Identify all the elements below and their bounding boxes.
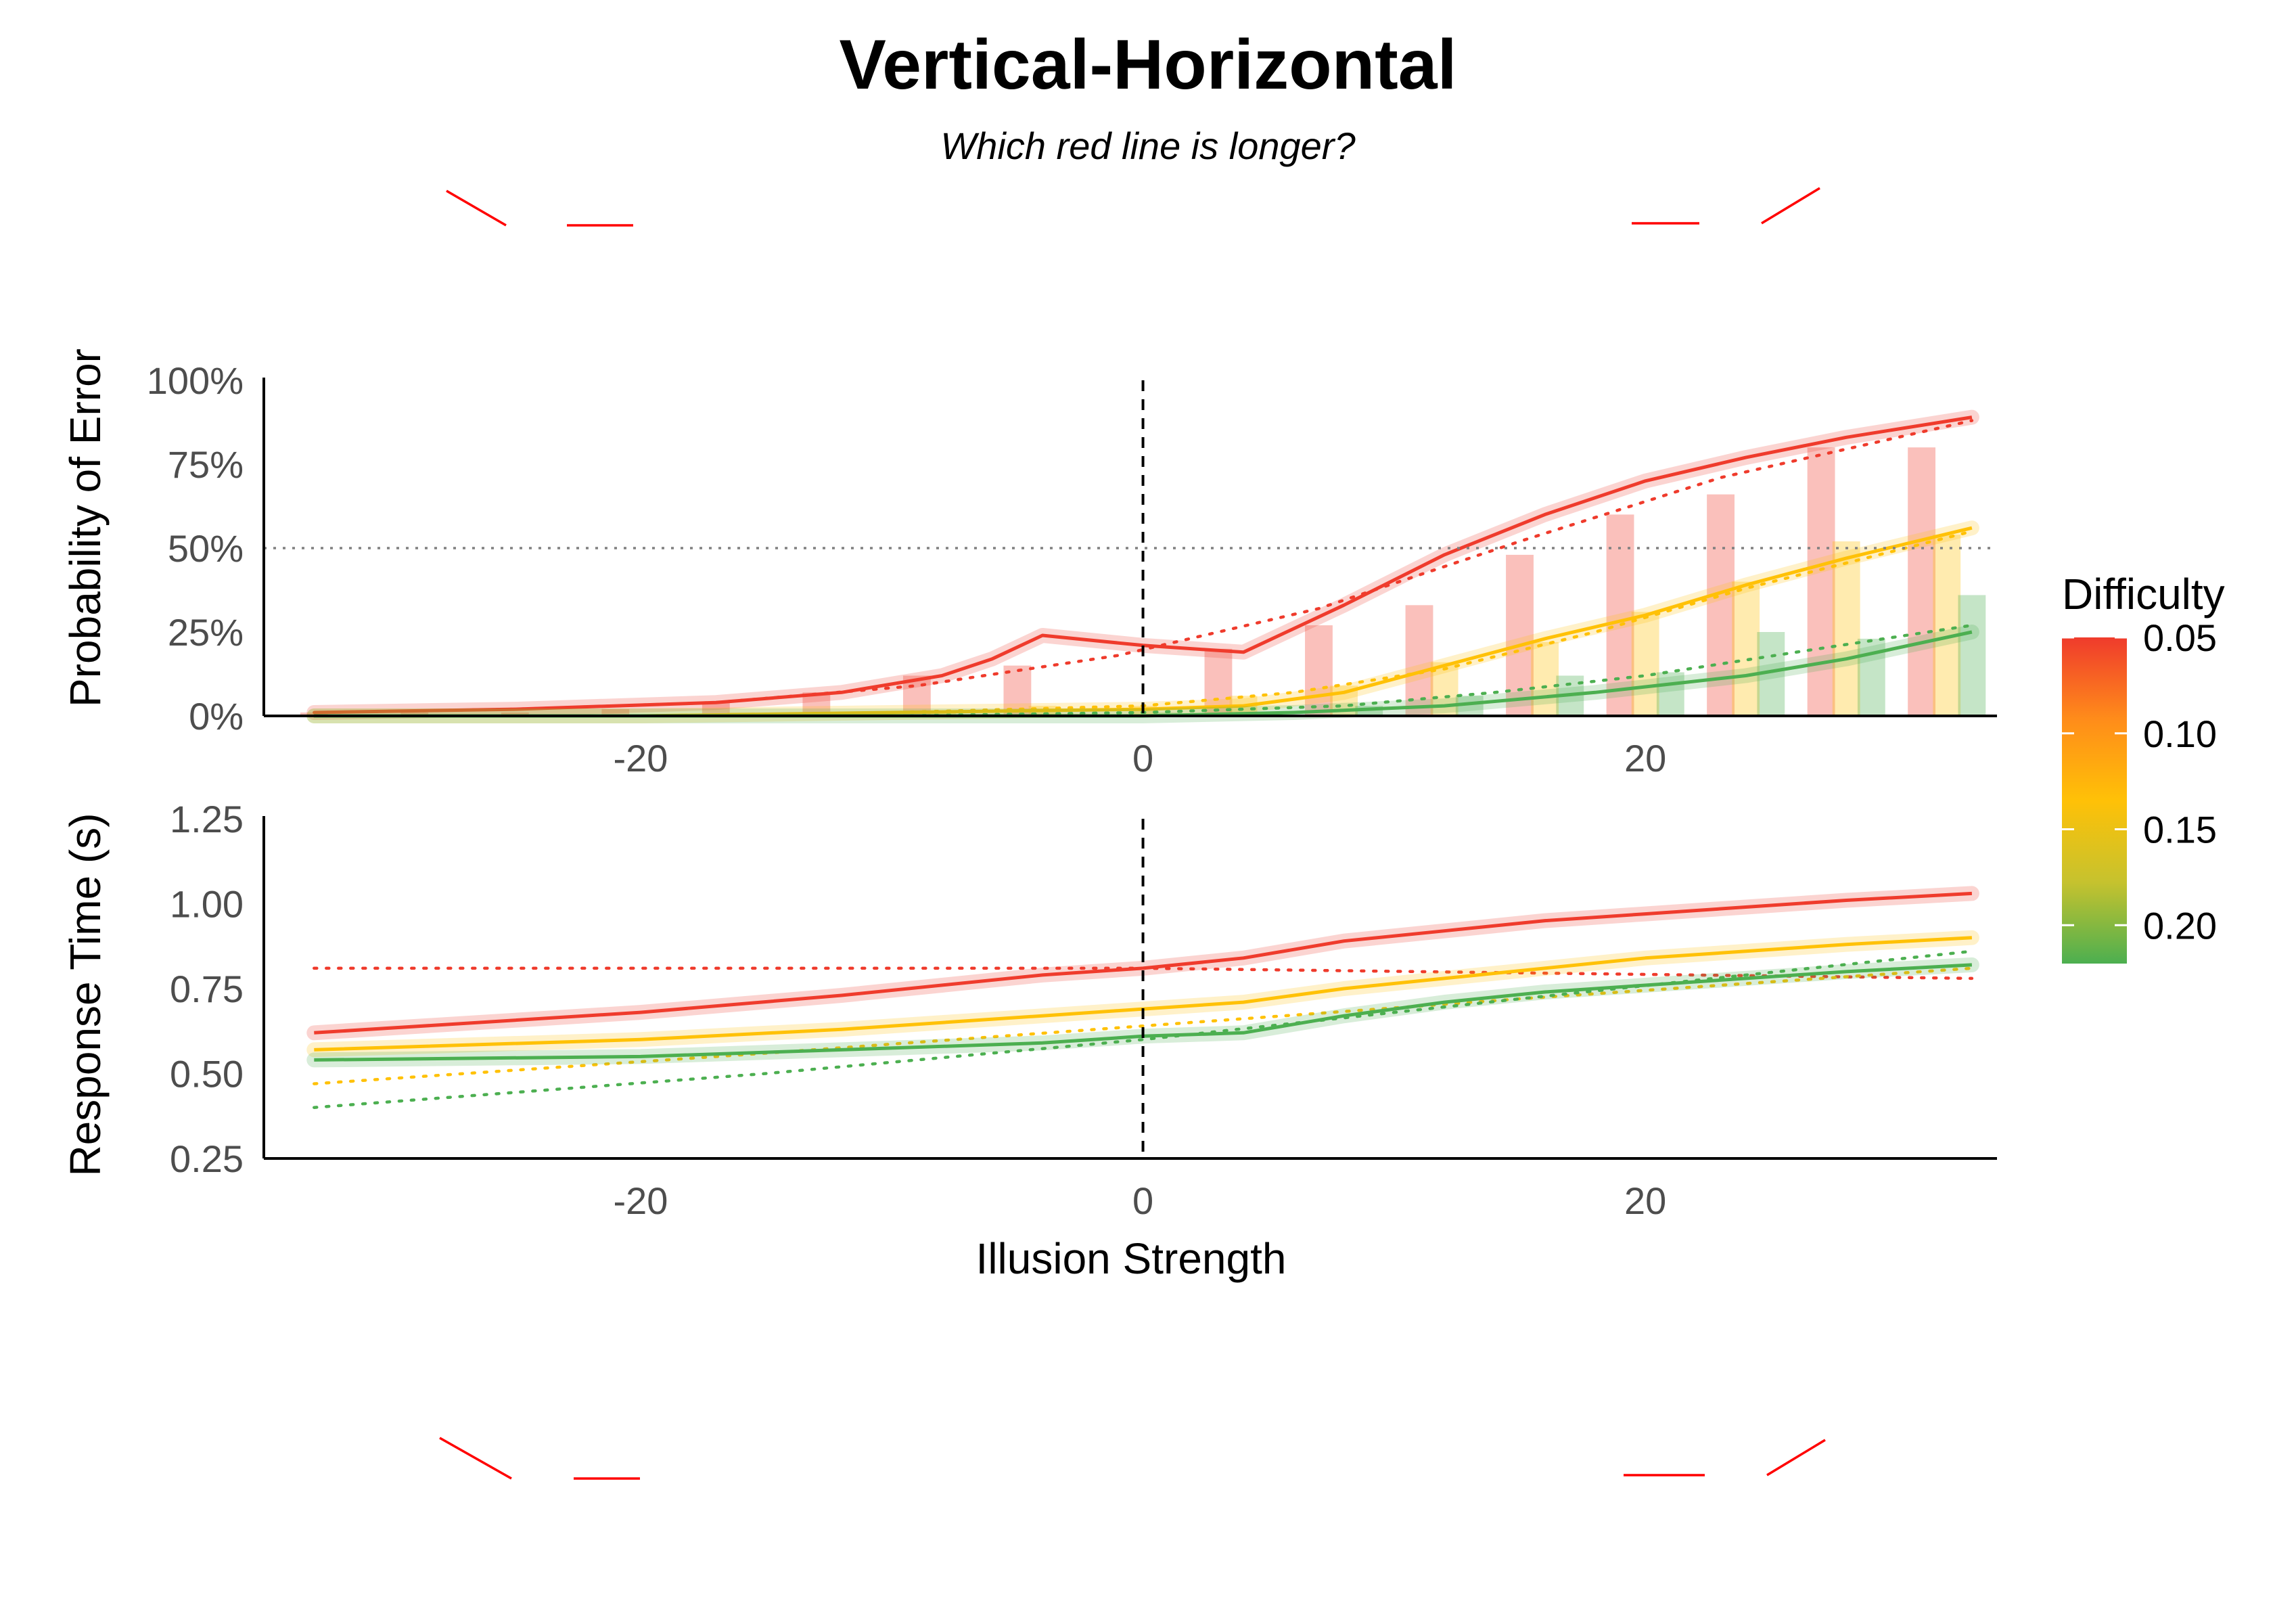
legend-tick-label: 0.15 — [2143, 809, 2217, 851]
illusion-stimulus-bottom — [439, 1437, 1826, 1480]
illusion-oblique-line — [446, 189, 507, 227]
x-tick-label: 0 — [1132, 1179, 1153, 1222]
y-tick-label: 1.00 — [170, 883, 244, 926]
bar — [1958, 595, 1986, 716]
legend-tick-label: 0.20 — [2143, 904, 2217, 947]
bar — [1832, 541, 1860, 716]
bar — [702, 702, 730, 716]
bar — [1531, 641, 1559, 716]
chart-subtitle: Which red line is longer? — [940, 125, 1356, 167]
legend-tick-label: 0.10 — [2143, 713, 2217, 755]
series-line — [314, 963, 1973, 1062]
x-tick-label: 20 — [1624, 737, 1666, 780]
y-axis-title-bottom: Response Time (s) — [61, 813, 110, 1176]
bar — [1807, 447, 1835, 716]
series-line — [314, 936, 1973, 1052]
legend-ticks: 0.05 0.10 0.15 0.20 — [2062, 616, 2217, 947]
series-model-line — [313, 949, 1974, 1109]
bar — [1003, 665, 1032, 716]
bar — [1405, 605, 1433, 716]
panel-error-probability: 0% 25% 50% 75% 100% -20 0 20 — [147, 359, 1997, 780]
bar — [601, 709, 630, 716]
bar — [1656, 672, 1684, 716]
y-tick-label: 0.25 — [170, 1137, 244, 1180]
legend-tick-label: 0.05 — [2143, 616, 2217, 659]
legend-gradient-bar — [2062, 637, 2127, 964]
x-tick-label: -20 — [613, 1179, 668, 1222]
legend-title: Difficulty — [2062, 570, 2225, 618]
y-tick-label: 0.50 — [170, 1053, 244, 1096]
panel-response-time: 0.25 0.50 0.75 1.00 1.25 -20 0 20 — [170, 798, 1997, 1222]
series-model-line — [313, 419, 1974, 715]
x-tick-label: -20 — [613, 737, 668, 780]
illusion-oblique-line — [1766, 1439, 1826, 1476]
x-tick-label: 20 — [1624, 1179, 1666, 1222]
bar — [1732, 581, 1760, 716]
lines-group — [306, 886, 1979, 1109]
illusion-oblique-line — [439, 1437, 512, 1480]
legend: Difficulty 0.05 0.10 0.15 0.20 — [2062, 570, 2225, 964]
y-tick-label: 1.25 — [170, 798, 244, 840]
y-tick-label: 50% — [168, 527, 244, 570]
y-tick-label: 0.75 — [170, 968, 244, 1010]
illusion-oblique-line — [1761, 187, 1820, 225]
y-tick-label: 100% — [147, 359, 244, 402]
y-tick-label: 0% — [189, 695, 244, 738]
bar — [1908, 447, 1936, 716]
series-model-line — [313, 966, 1974, 980]
axes-group: 0% 25% 50% 75% 100% -20 0 20 — [147, 359, 1997, 780]
x-axis-title: Illusion Strength — [976, 1234, 1287, 1283]
y-axis-title-top: Probability of Error — [61, 348, 110, 707]
y-tick-label: 75% — [168, 443, 244, 486]
bar — [1631, 612, 1659, 716]
bar — [1933, 535, 1961, 716]
bar — [1305, 625, 1333, 716]
y-tick-label: 25% — [168, 611, 244, 654]
chart-title: Vertical-Horizontal — [839, 26, 1457, 104]
illusion-stimulus-top — [446, 187, 1820, 227]
series-model-line — [313, 966, 1974, 1085]
axes-group: 0.25 0.50 0.75 1.00 1.25 -20 0 20 — [170, 798, 1997, 1222]
bar — [300, 713, 328, 716]
series-line — [314, 891, 1973, 1035]
lines-group — [306, 409, 1979, 723]
x-tick-label: 0 — [1132, 737, 1153, 780]
